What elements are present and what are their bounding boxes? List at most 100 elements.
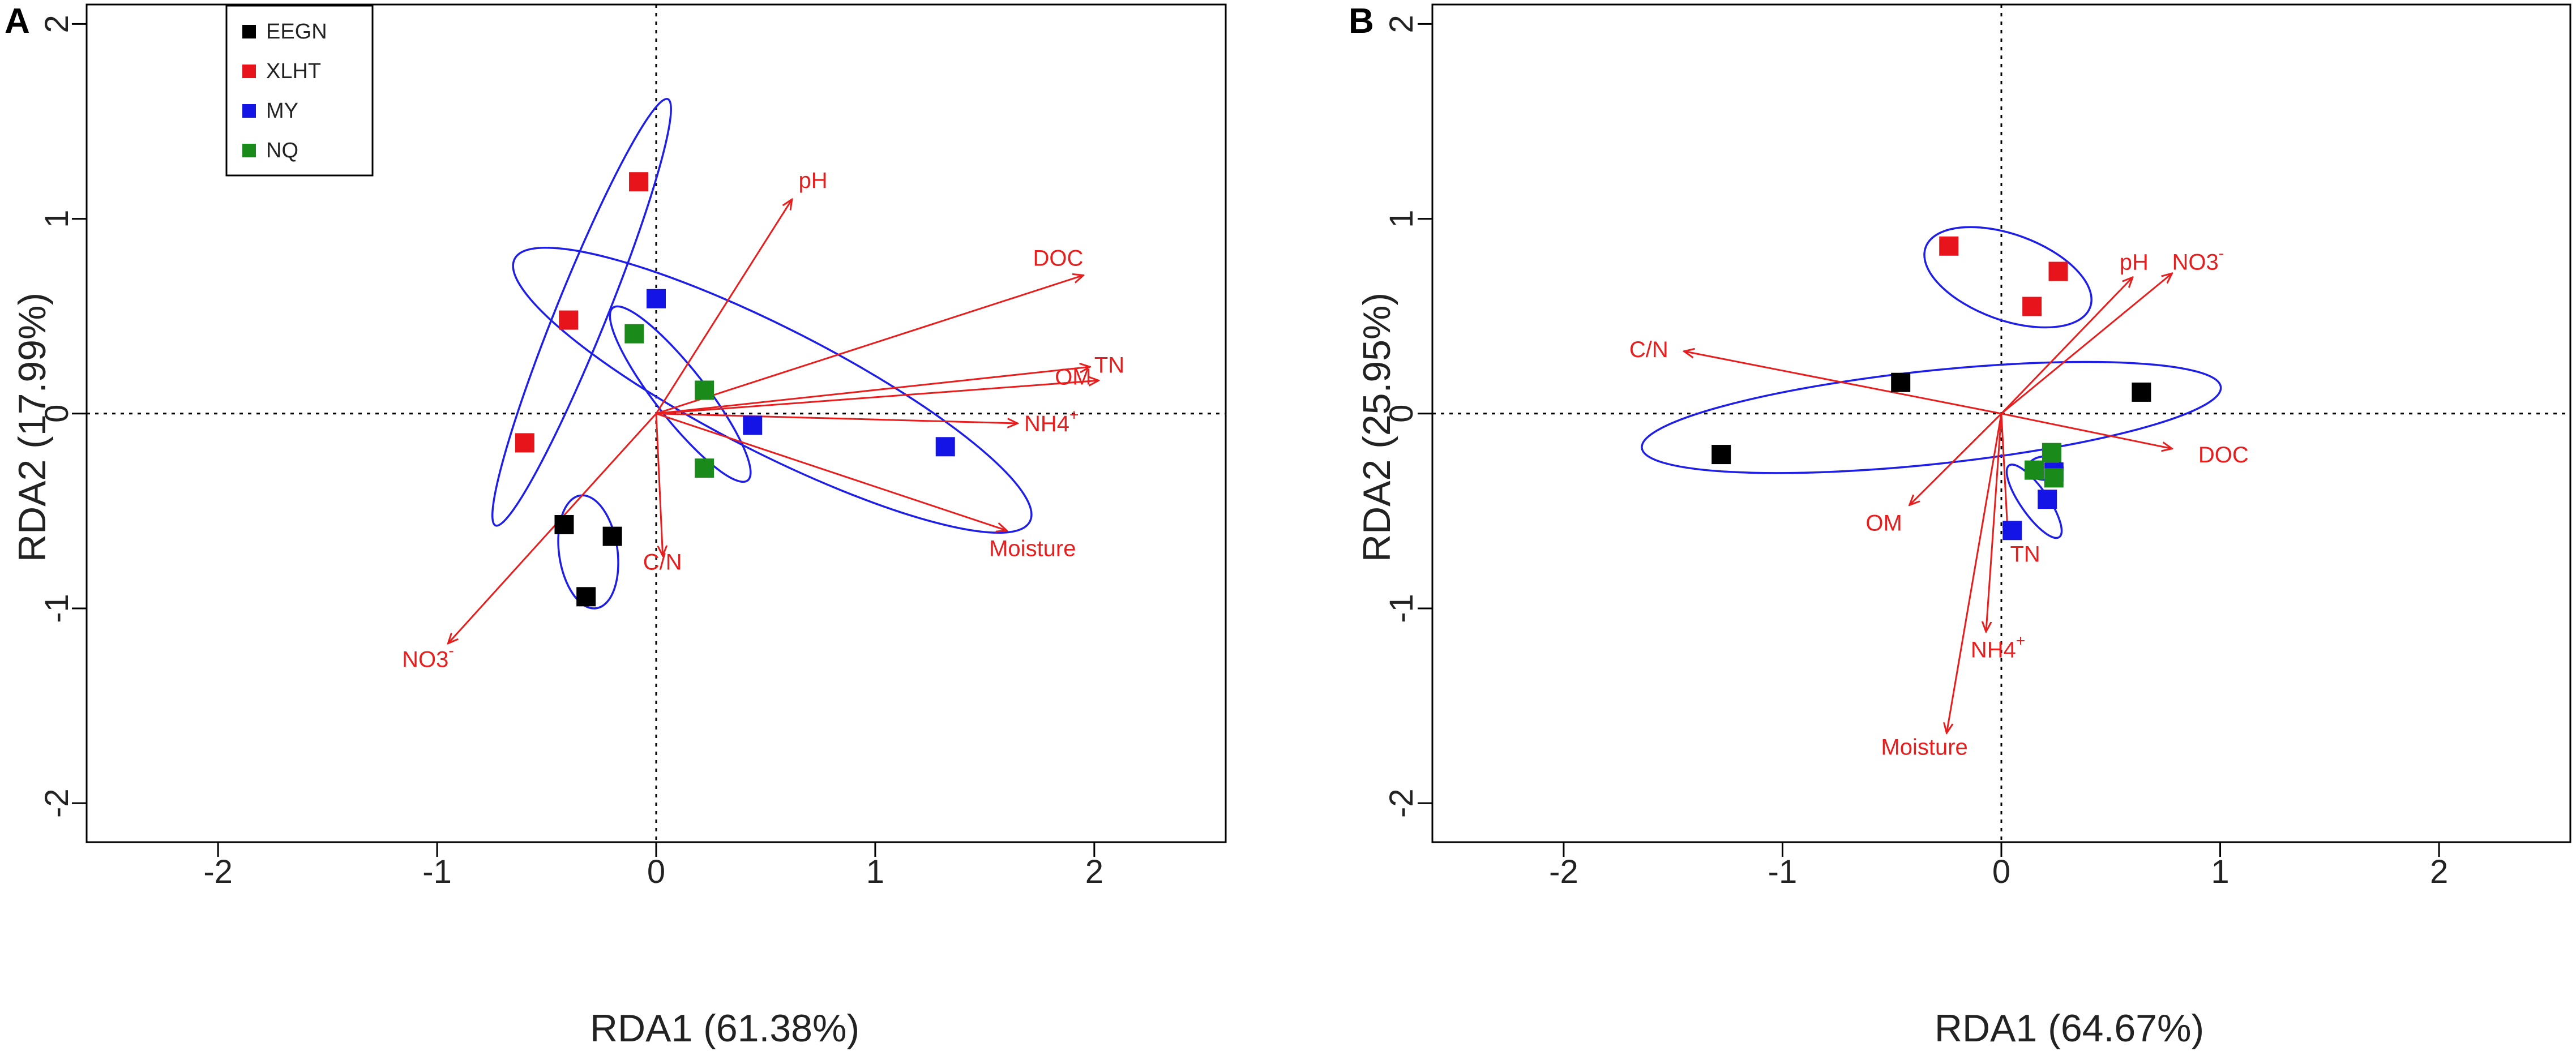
point-nq [695, 458, 714, 478]
legend-label-eegn: EEGN [266, 20, 327, 44]
arrow-label-nh4: NH4+ [1024, 406, 1079, 436]
arrow-no3 [2001, 273, 2172, 414]
point-eegn [554, 514, 574, 534]
x-axis-title: RDA1 (64.67%) [1935, 1007, 2204, 1050]
point-nq [2044, 468, 2064, 488]
arrow-label-nh4: NH4+ [1971, 632, 2025, 662]
arrow-label-moisture: Moisture [1881, 735, 1967, 760]
x-tick-label: 0 [1992, 853, 2010, 890]
panel-label: B [1349, 2, 1374, 41]
arrow-label-moisture: Moisture [989, 536, 1076, 561]
arrow-label-cn: C/N [643, 550, 682, 574]
y-tick-label: -1 [1383, 594, 1420, 623]
legend-label-nq: NQ [266, 139, 298, 162]
point-xlht [2048, 261, 2068, 281]
point-nq [2024, 460, 2044, 480]
arrow-doc [656, 275, 1084, 415]
ellipse-nq [609, 305, 752, 483]
arrow-tn [2000, 413, 2008, 537]
x-tick-label: -2 [1549, 853, 1578, 890]
point-xlht [629, 172, 649, 192]
arrow-label-om: OM [1055, 364, 1091, 389]
ellipse-eegn [1641, 361, 2222, 474]
legend-swatch-xlht [242, 65, 256, 78]
legend: EEGN XLHT MY NQ [225, 5, 374, 177]
panel-b: B RDA1 (64.67%) RDA2 (25.95%) -2 -1 0 1 2-2-… [1349, 2, 2571, 1050]
y-axis-title: RDA2 (17.99%) [11, 293, 54, 562]
point-eegn [1891, 372, 1911, 392]
x-tick-label: 0 [647, 853, 665, 890]
arrow-label-ph: pH [799, 168, 828, 193]
point-my [743, 415, 763, 435]
arrow-label-no3: NO3- [2172, 244, 2224, 274]
arrow-cn [655, 413, 663, 556]
legend-label-xlht: XLHT [266, 59, 321, 83]
y-tick-label: -2 [38, 788, 75, 818]
x-tick-label: 2 [1085, 853, 1103, 890]
arrow-label-superscript: - [448, 642, 453, 659]
arrow-label-superscript: + [1069, 406, 1079, 424]
point-xlht [559, 310, 579, 330]
legend-swatch-eegn [242, 25, 256, 38]
panel-a: A RDA1 (61.38%) RDA2 (17.99%) -2 -1 0 1 2-2-… [5, 2, 1227, 1050]
y-tick-label: 1 [1383, 209, 1420, 228]
x-tick-label: 1 [866, 853, 884, 890]
point-xlht [1939, 236, 1959, 256]
ellipse-eegn [557, 494, 619, 610]
plot-area-b: -2 -1 0 1 2 -2 -1 0 1 2 pH NO3- C/N DOC OM TN NH4+ Moistu… [1383, 3, 2571, 890]
x-tick-label: -1 [1768, 853, 1798, 890]
arrow-no3 [448, 413, 657, 643]
point-my [2038, 490, 2057, 509]
point-nq [624, 324, 644, 344]
arrow-om [656, 380, 1099, 415]
arrow-label-om: OM [1865, 511, 1902, 536]
ellipse-xlht [1923, 226, 2093, 329]
point-my [935, 437, 955, 457]
y-tick-label: 2 [38, 15, 75, 33]
x-tick-label: -2 [203, 853, 233, 890]
arrow-tn [656, 367, 1090, 415]
y-tick-label: 0 [1383, 405, 1420, 423]
y-axis-title: RDA2 (25.95%) [1355, 293, 1398, 562]
point-eegn [1711, 445, 1731, 465]
arrow-label-superscript: + [2016, 632, 2025, 650]
ellipse-my [512, 246, 1033, 534]
point-xlht [515, 433, 534, 453]
arrow-label-doc: DOC [2198, 443, 2249, 467]
x-axis-title: RDA1 (61.38%) [590, 1007, 859, 1050]
point-eegn [602, 526, 622, 546]
arrow-label-tn: TN [2010, 542, 2040, 567]
point-nq [695, 380, 714, 400]
point-xlht [2022, 297, 2042, 316]
arrow-label-tn: TN [1094, 353, 1124, 378]
arrow-doc [2001, 413, 2172, 449]
arrow-label-ph: pH [2120, 250, 2149, 274]
arrow-label-doc: DOC [1033, 246, 1084, 271]
arrow-ph [655, 199, 792, 414]
legend-label-my: MY [266, 99, 298, 123]
point-eegn [576, 587, 596, 607]
x-tick-label: 2 [2430, 853, 2448, 890]
arrow-nh4 [656, 413, 1017, 423]
arrow-nh4 [1986, 413, 2002, 632]
legend-swatch-my [242, 104, 256, 118]
y-tick-label: -1 [38, 594, 75, 623]
y-tick-label: 1 [38, 209, 75, 228]
arrow-om [1910, 413, 2002, 505]
arrow-label-no3: NO3- [402, 642, 454, 672]
arrow-label-cn: C/N [1629, 337, 1668, 362]
arrow-moisture [1946, 413, 2002, 733]
y-tick-label: -2 [1383, 788, 1420, 818]
arrow-label-superscript: - [2219, 244, 2224, 262]
point-nq [2042, 443, 2061, 462]
point-my [2002, 521, 2022, 540]
x-tick-label: -1 [422, 853, 452, 890]
arrow-ph [2000, 277, 2133, 414]
arrow-cn [1684, 351, 2002, 415]
panel-label: A [5, 2, 30, 41]
ellipse-xlht [491, 98, 672, 527]
y-tick-label: 0 [38, 405, 75, 423]
y-tick-label: 2 [1383, 15, 1420, 33]
